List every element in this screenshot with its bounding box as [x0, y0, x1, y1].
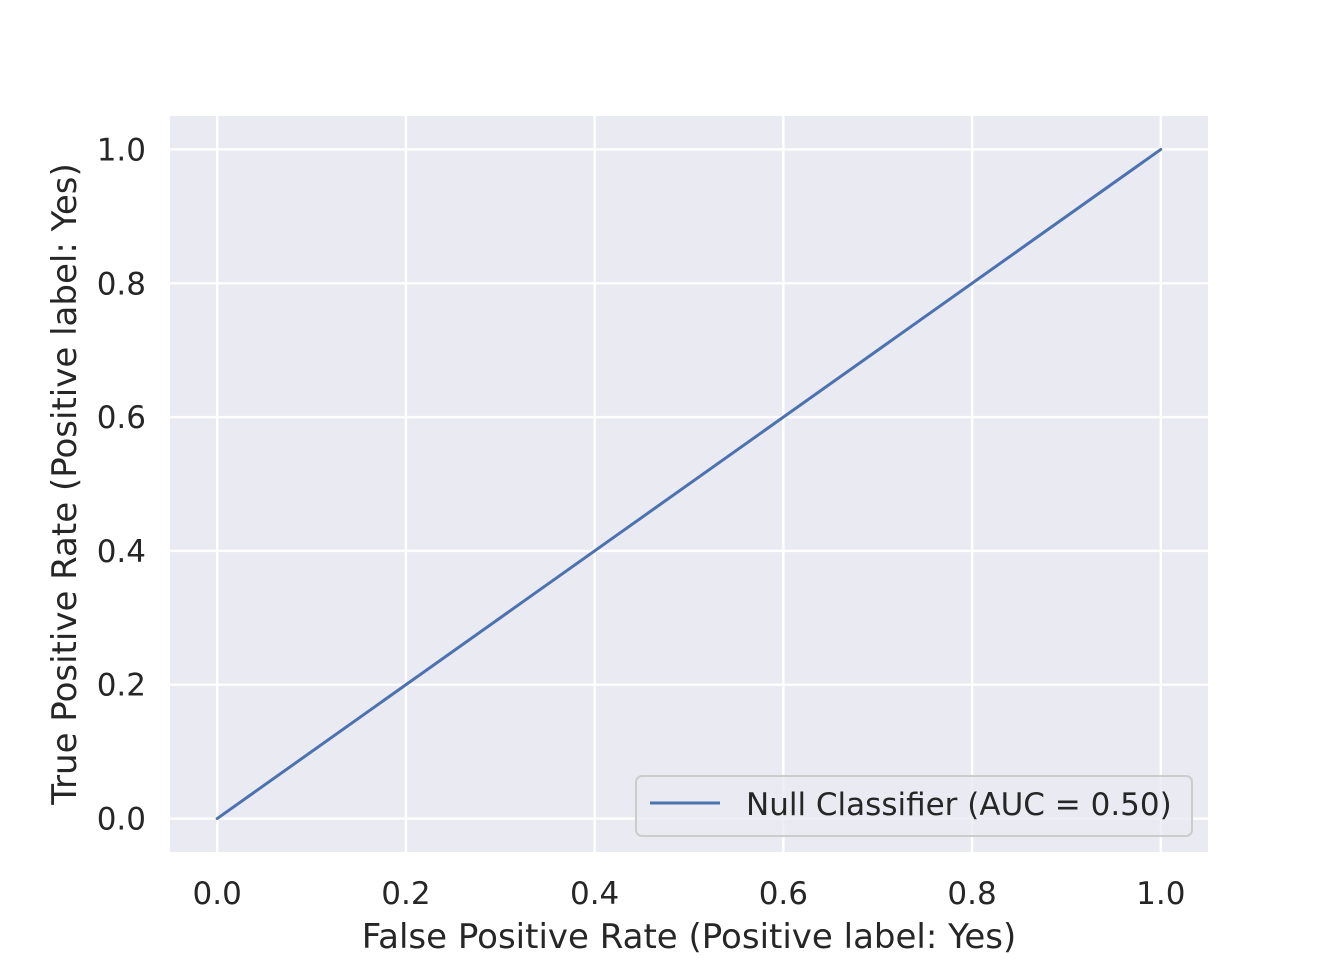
- y-tick-label: 0.8: [97, 266, 146, 302]
- series-line-null-classifier: [215, 147, 1163, 821]
- x-tick-label: 1.0: [1136, 876, 1185, 912]
- x-tick-label: 0.8: [947, 876, 996, 912]
- series-layer: [215, 147, 1163, 821]
- y-tick-label: 1.0: [97, 132, 146, 168]
- legend-label-null-classifier: Null Classifier (AUC = 0.50): [746, 787, 1172, 823]
- y-tick-label: 0.2: [97, 668, 146, 704]
- x-tick-labels: 0.0 0.2 0.4 0.6 0.8 1.0: [193, 876, 1186, 912]
- y-tick-labels: 0.0 0.2 0.4 0.6 0.8 1.0: [97, 132, 146, 837]
- x-axis-label: False Positive Rate (Positive label: Yes…: [362, 917, 1017, 957]
- legend: Null Classifier (AUC = 0.50): [635, 775, 1193, 837]
- x-tick-label: 0.0: [193, 876, 242, 912]
- x-tick-label: 0.2: [381, 876, 430, 912]
- y-tick-label: 0.0: [97, 802, 146, 838]
- x-tick-label: 0.4: [570, 876, 619, 912]
- legend-box: [635, 775, 1193, 837]
- grid: [170, 116, 1208, 852]
- y-axis-label: True Positive Rate (Positive label: Yes): [45, 163, 85, 805]
- y-tick-label: 0.4: [97, 534, 146, 570]
- x-tick-label: 0.6: [759, 876, 808, 912]
- y-tick-label: 0.6: [97, 400, 146, 436]
